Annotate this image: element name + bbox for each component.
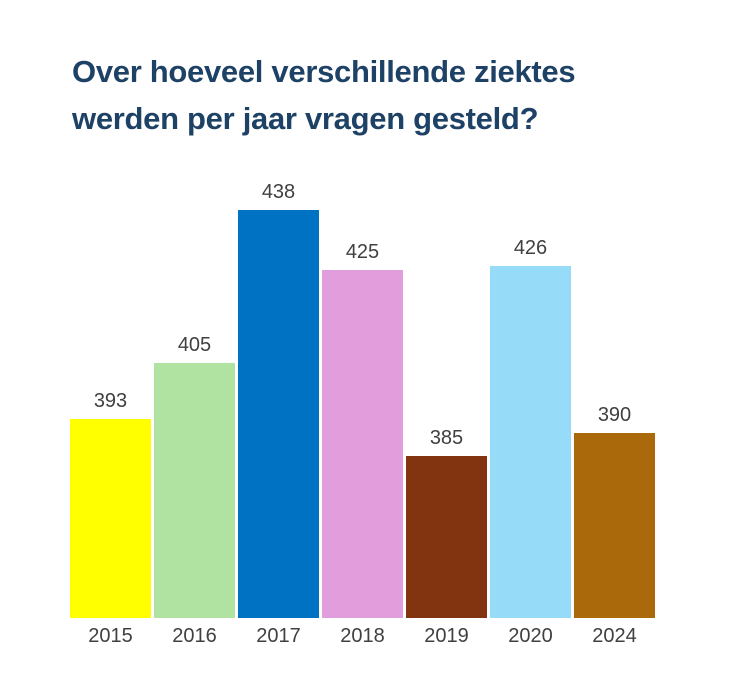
bar-2019: [406, 456, 487, 618]
bar-value-label: 405: [177, 334, 212, 356]
chart-title: Over hoeveel verschillende ziektes werde…: [72, 48, 576, 142]
bar-column-2016: 405 2016: [154, 333, 235, 648]
bar-2017: [238, 210, 319, 618]
x-axis-label: 2018: [340, 625, 385, 647]
bar-value-label: 426: [513, 237, 548, 259]
x-axis-label: 2016: [172, 625, 217, 647]
bar-column-2019: 385 2019: [406, 426, 487, 648]
chart-title-line-1: Over hoeveel verschillende ziektes: [72, 54, 576, 89]
bar-value-label: 393: [93, 390, 128, 412]
x-axis-label: 2024: [592, 625, 637, 647]
bar-2024: [574, 433, 655, 618]
bar-value-label: 438: [261, 181, 296, 203]
bar-value-label: 425: [345, 241, 380, 263]
chart-title-line-2: werden per jaar vragen gesteld?: [72, 101, 539, 136]
bar-2018: [322, 270, 403, 618]
x-axis-label: 2019: [424, 625, 469, 647]
bar-value-label: 390: [597, 404, 632, 426]
bar-column-2024: 390 2024: [574, 403, 655, 648]
bar-column-2020: 426 2020: [490, 236, 571, 648]
bar-2016: [154, 363, 235, 618]
bar-column-2017: 438 2017: [238, 180, 319, 648]
bar-column-2015: 393 2015: [70, 389, 151, 648]
bar-value-label: 385: [429, 427, 464, 449]
bar-2015: [70, 419, 151, 618]
x-axis-label: 2020: [508, 625, 553, 647]
bar-column-2018: 425 2018: [322, 240, 403, 648]
x-axis-label: 2015: [88, 625, 133, 647]
bar-chart: 393 2015 405 2016 438 2017 425 2018 385 2019 426 20…: [70, 180, 655, 648]
bar-2020: [490, 266, 571, 618]
x-axis-label: 2017: [256, 625, 301, 647]
